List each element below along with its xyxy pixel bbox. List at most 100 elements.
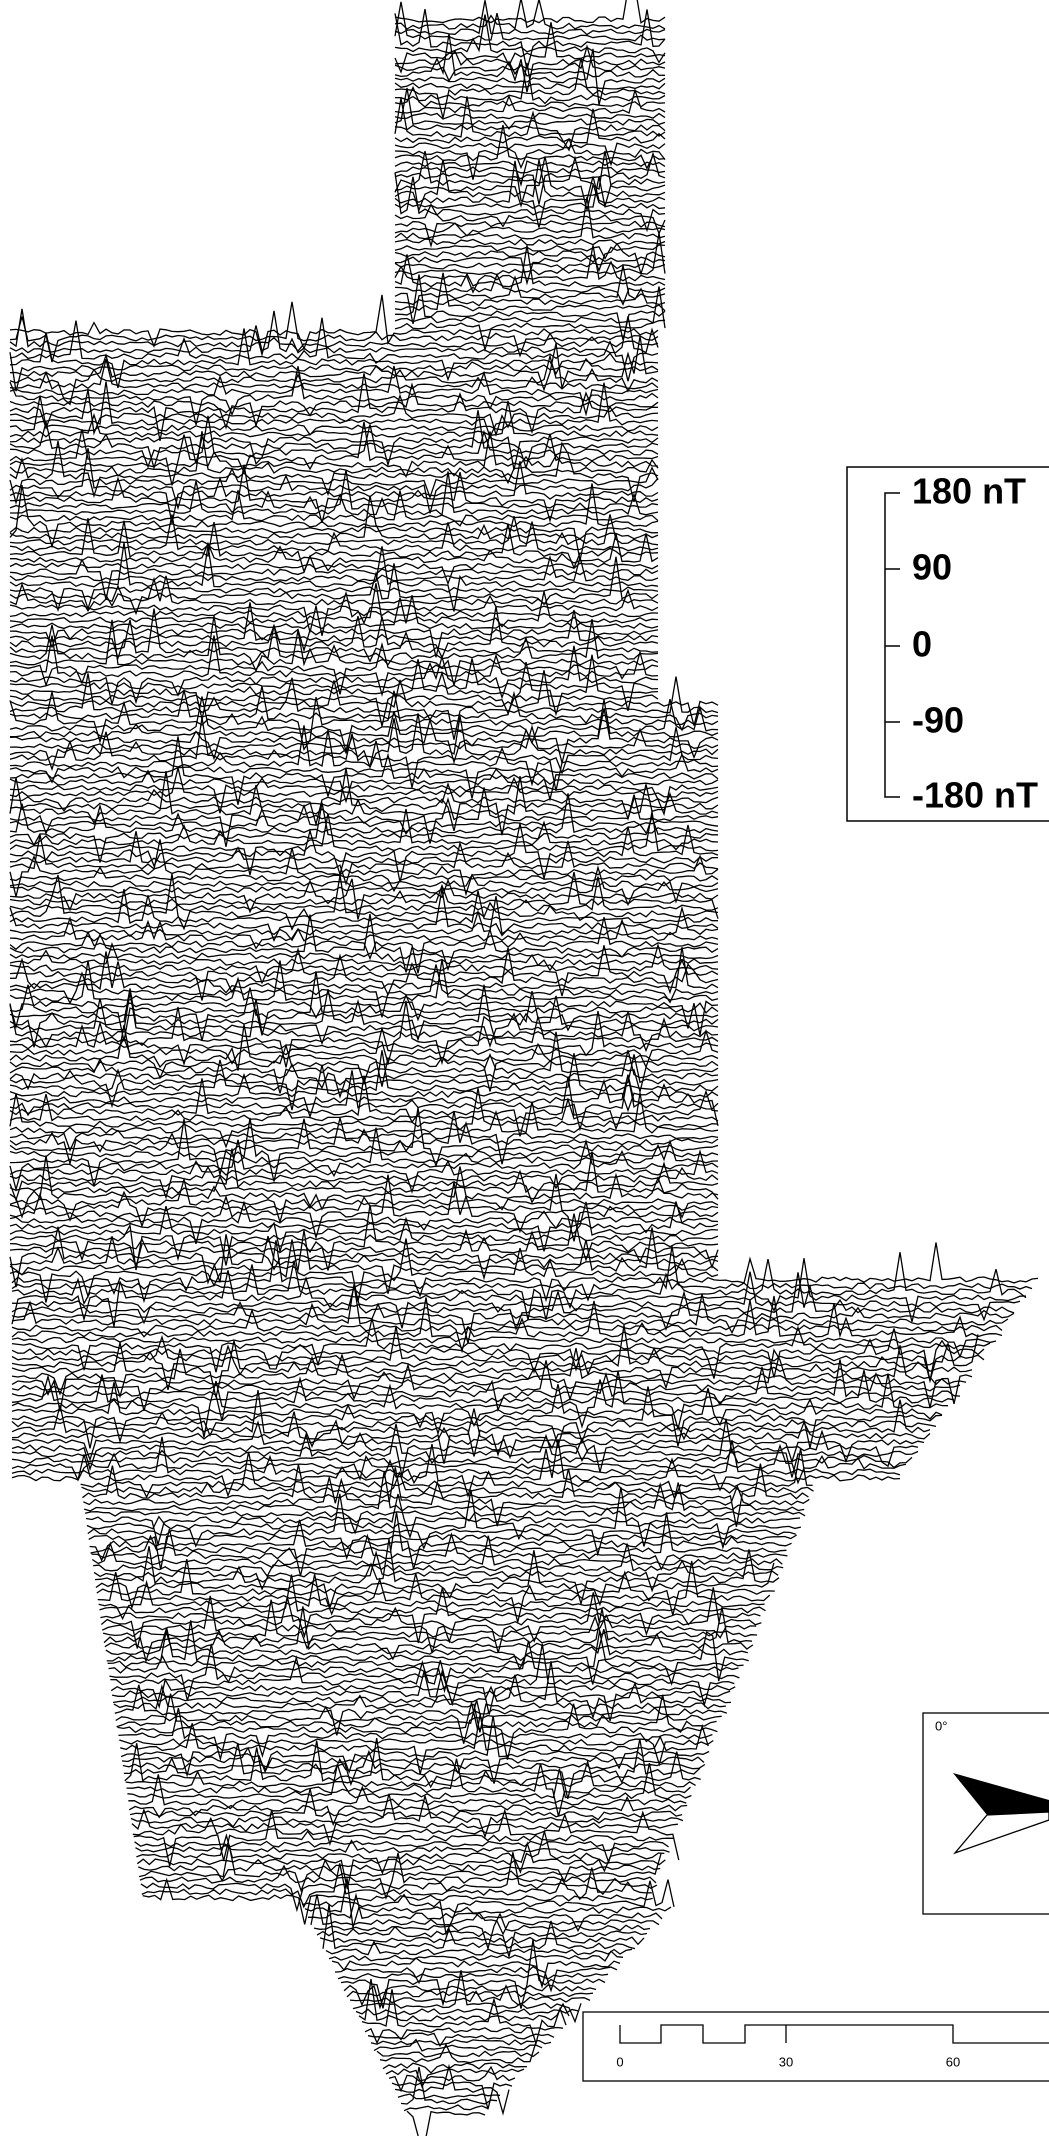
trace-line [9,1031,719,1095]
trace-line [11,1240,1039,1304]
trace-line [9,708,719,765]
trace-line [9,431,659,478]
trace-line [136,1841,666,1890]
trace-line [9,595,659,630]
trace-line [9,1107,719,1175]
trace-line [10,1234,719,1283]
trace-line [11,1436,901,1485]
trace-line [138,1844,662,1893]
scale-label: 0 [616,2054,623,2069]
trace-line [110,1677,736,1715]
trace-line [394,150,666,211]
trace-line [400,2066,498,2105]
trace-line [394,62,666,105]
scale-bar-box [582,2011,1049,2082]
trace-line [9,328,659,388]
trace-line [10,471,659,517]
trace-line [9,1174,719,1242]
trace-line [9,606,659,660]
legend-box [846,466,1049,822]
trace-line [113,1684,726,1733]
legend-label: 90 [912,547,952,588]
trace-line [128,1774,687,1810]
trace-line [9,1070,719,1132]
trace-line [11,1408,931,1464]
trace-line [11,1390,931,1457]
trace-line [328,1950,624,1962]
trace-line [9,673,719,740]
trace-line [9,871,719,919]
trace-line [127,1762,692,1800]
trace-line [9,395,659,436]
trace-line [9,864,719,907]
trace-line [89,1519,792,1570]
trace-line [394,8,666,70]
trace-line [9,1117,719,1182]
trace-line [9,1129,719,1165]
north-arrow: 0° [922,1712,1049,1915]
trace-line [394,287,666,307]
legend-label: -90 [912,700,964,741]
trace-line [394,82,666,90]
trace-line [9,483,659,549]
trace-line [11,1429,919,1477]
scale-label: 30 [779,2054,793,2069]
trace-line [128,1795,688,1827]
trace-line [394,57,666,119]
trace-line [394,265,666,325]
legend-scale-line [884,492,900,798]
trace-line [394,14,666,64]
trace-line [9,1226,719,1288]
trace-line [11,1340,973,1398]
trace-line [394,232,666,276]
trace-line [9,554,659,600]
trace-line [9,602,659,661]
trace-line [86,1487,802,1550]
trace-line [9,556,659,616]
trace-line [114,1684,728,1736]
trace-line [394,166,666,174]
trace-line [9,436,659,470]
trace-line [9,1148,719,1204]
trace-line [9,366,659,425]
trace-line [109,1643,740,1701]
trace-line [394,203,666,236]
trace-line [9,831,719,865]
trace-line [9,654,659,720]
trace-line [9,1149,719,1194]
trace-line [9,1165,719,1200]
arrow-tail [952,1811,1049,1855]
trace-line [11,1258,1027,1327]
trace-line [93,1543,784,1578]
trace-line [9,952,719,963]
trace-line [9,717,719,788]
trace-line [9,359,659,390]
trace-line [385,2068,525,2089]
trace-line [98,1574,765,1621]
trace-line [367,2032,555,2048]
trace-line [9,1111,719,1167]
trace-line [93,1550,779,1593]
trace-line [9,575,659,613]
trace-line [9,670,719,726]
trace-line [301,1879,675,1936]
trace-line [112,1661,732,1720]
trace-line [125,1759,696,1788]
trace-line [325,1940,633,1956]
trace-line [358,1978,570,2022]
trace-line [9,1093,719,1122]
trace-line [94,1539,780,1607]
trace-line [84,1471,805,1512]
trace-line [343,1984,597,2010]
trace-line [394,272,666,312]
legend-label: 180 nT [912,471,1026,512]
trace-line [9,415,659,469]
trace-line [394,112,666,120]
trace-line [85,1493,801,1548]
trace-line [310,1894,660,1936]
trace-line [95,1550,775,1611]
trace-line [394,244,666,260]
trace-line [11,1336,997,1359]
trace-line [9,888,719,943]
legend: 180 nT 90 0 -90 -180 nT [846,466,1049,822]
